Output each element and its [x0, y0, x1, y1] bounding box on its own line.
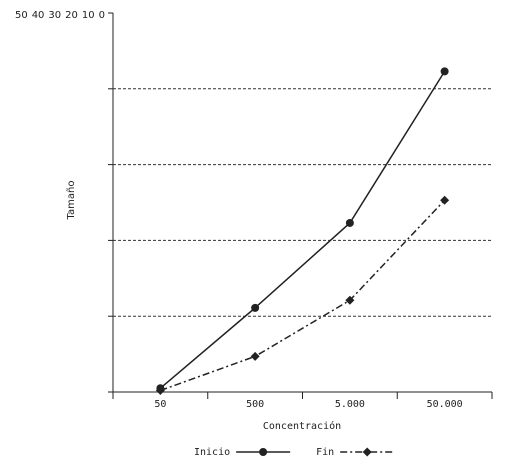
- series-line: [159, 70, 446, 389]
- legend-label: Inicio: [194, 447, 230, 458]
- y-axis-label: Tamaño: [66, 181, 77, 221]
- x-axis-label: Concentración: [263, 420, 341, 432]
- x-tick-label: 5.000: [335, 399, 365, 410]
- y-tick-labels: 50 40 30 20 10 0: [15, 10, 105, 21]
- point: [250, 351, 260, 361]
- x-tick-label: 50.000: [427, 399, 463, 410]
- y-tick-label: 50: [15, 10, 28, 21]
- legend-marker: [259, 448, 268, 456]
- y-tick-label: 10: [82, 10, 95, 21]
- legend-marker: [362, 447, 372, 457]
- point: [251, 303, 260, 312]
- x-tick-label: 50: [154, 399, 166, 410]
- point: [440, 195, 450, 205]
- y-tick-label: 30: [48, 10, 61, 21]
- x-tick-label: 500: [246, 399, 264, 410]
- y-tick-label: 20: [65, 10, 78, 21]
- y-tick-label: 0: [99, 10, 105, 21]
- point: [155, 385, 165, 395]
- series-line: [160, 199, 446, 392]
- y-tick-label: 40: [32, 10, 45, 21]
- point: [345, 295, 355, 305]
- point: [440, 67, 449, 76]
- legend-label: Fin: [316, 447, 334, 458]
- point: [345, 218, 354, 227]
